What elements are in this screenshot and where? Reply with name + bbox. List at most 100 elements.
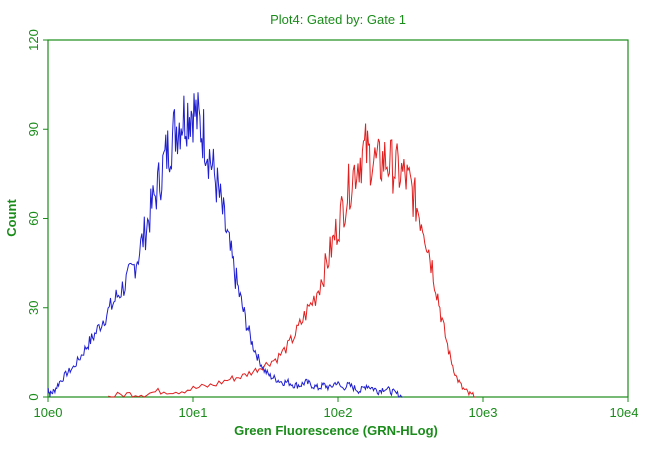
series-1-point	[354, 387, 356, 389]
series-1-point	[390, 390, 392, 392]
series-2-point	[323, 271, 325, 273]
series-2-point	[371, 158, 373, 160]
series-1-point	[251, 343, 253, 345]
series-1-point	[360, 390, 362, 392]
x-tick-label: 10e4	[610, 405, 639, 420]
series-1-point	[164, 158, 166, 160]
series-2-point	[107, 396, 109, 398]
series-1-point	[102, 319, 104, 321]
x-tick-label: 10e1	[179, 405, 208, 420]
series-1-point	[294, 384, 296, 386]
series-1-point	[372, 387, 374, 389]
series-1-point	[131, 271, 133, 273]
chart-title: Plot4: Gated by: Gate 1	[270, 12, 406, 27]
series-2-point	[287, 346, 289, 348]
series-2-point	[410, 188, 412, 190]
series-2-point	[195, 387, 197, 389]
series-1-point	[53, 390, 55, 392]
series-1-point	[138, 253, 140, 255]
series-1-point	[300, 384, 302, 386]
series-1-point	[258, 358, 260, 360]
series-2-point	[296, 331, 298, 333]
series-1-point	[323, 384, 325, 386]
series-2-point	[378, 164, 380, 166]
series-1-point	[335, 381, 337, 383]
series-1-point	[47, 387, 49, 389]
series-1-point	[305, 381, 307, 383]
series-2-point	[404, 176, 406, 178]
x-tick-label: 10e2	[324, 405, 353, 420]
y-axis-ticks: 0 30 60 90 120	[26, 29, 48, 401]
series-1-point	[396, 393, 398, 395]
series-1-point	[116, 295, 118, 297]
series-2-point	[178, 390, 180, 392]
series-2-point	[126, 393, 128, 395]
series-1-point	[342, 387, 344, 389]
series-2-point	[143, 393, 145, 395]
y-tick-label: 90	[26, 122, 41, 136]
series-2-point	[423, 224, 425, 226]
series-2-point	[365, 149, 367, 151]
series-1-point	[170, 140, 172, 142]
y-tick-label: 0	[26, 393, 41, 400]
series-2-point	[455, 375, 457, 377]
series-1-point	[124, 283, 126, 285]
series-2-point	[229, 378, 231, 380]
series-1-point	[222, 212, 224, 214]
series-1-point	[378, 390, 380, 392]
series-2-point	[337, 224, 339, 226]
series-1-point	[329, 387, 331, 389]
series-2-point	[429, 253, 431, 255]
y-axis-title: Count	[4, 199, 19, 237]
series-1-point	[204, 134, 206, 136]
series-1-point	[263, 369, 265, 371]
series-2-point	[436, 289, 438, 291]
y-tick-label: 30	[26, 301, 41, 315]
series-1-point	[281, 381, 283, 383]
series-2-point	[416, 206, 418, 208]
series-2-point	[384, 158, 386, 160]
series-1-point	[110, 307, 112, 309]
x-tick-label: 10e0	[34, 405, 63, 420]
series-1-point	[145, 230, 147, 232]
series-1-point	[287, 381, 289, 383]
series-1-point	[66, 372, 68, 374]
series-2-point	[449, 355, 451, 357]
series-1-point	[192, 108, 194, 110]
series-2-point	[462, 387, 464, 389]
plot-frame	[47, 39, 629, 398]
series-2-point	[358, 158, 360, 160]
series-1-point	[198, 123, 200, 125]
series-1-point	[246, 322, 248, 324]
series-1-point	[181, 117, 183, 119]
series-1-point	[49, 393, 51, 395]
series-line-1	[47, 92, 403, 398]
series-2-point	[265, 364, 267, 366]
series-2-point	[331, 248, 333, 250]
series-2-point	[391, 164, 393, 166]
series-2-point	[315, 295, 317, 297]
series-1-point	[210, 158, 212, 160]
x-axis-ticks: 10e0 10e1 10e2 10e3 10e4	[34, 397, 639, 420]
series-1-point	[151, 206, 153, 208]
series-1-point	[240, 298, 242, 300]
series-1-point	[269, 375, 271, 377]
series-line-2	[108, 123, 475, 398]
series-2-point	[468, 393, 470, 395]
series-1-point	[158, 182, 160, 184]
series-1-point	[73, 367, 75, 369]
series-2-point	[442, 325, 444, 327]
series-1-point	[81, 355, 83, 357]
series-1-point	[216, 182, 218, 184]
series-2-point	[242, 375, 244, 377]
x-tick-label: 10e3	[469, 405, 498, 420]
series-1-point	[275, 378, 277, 380]
series-2-point	[255, 369, 257, 371]
series-2-point	[305, 313, 307, 315]
y-tick-label: 120	[26, 29, 41, 51]
series-1-point	[94, 334, 96, 336]
series-1-point	[59, 381, 61, 383]
y-tick-label: 60	[26, 211, 41, 225]
series-1-point	[311, 384, 313, 386]
